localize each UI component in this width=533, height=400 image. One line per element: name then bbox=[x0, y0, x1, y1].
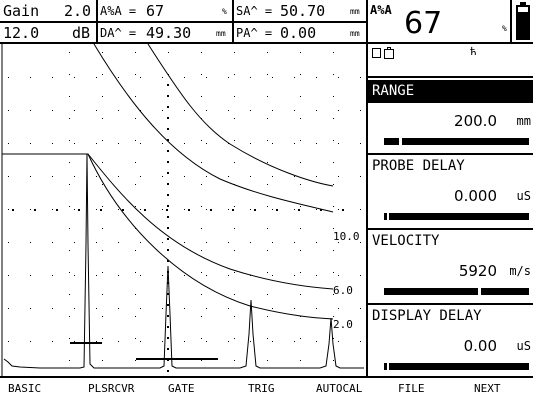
curve-label-10: 10.0 bbox=[333, 230, 360, 243]
memory-icon bbox=[384, 49, 394, 59]
param-range[interactable]: RANGE 200.0 mm bbox=[368, 80, 533, 155]
function-menu: BASIC PLSRCVR GATE TRIG AUTOCAL FILE NEX… bbox=[0, 376, 533, 400]
param-probe-delay-value[interactable]: 0.000 bbox=[454, 187, 497, 205]
param-range-value[interactable]: 200.0 bbox=[454, 112, 497, 130]
menu-basic[interactable]: BASIC bbox=[8, 382, 42, 395]
dac-curve-lower bbox=[87, 153, 334, 320]
depth-value: 49.30 bbox=[146, 24, 192, 42]
gain-value[interactable]: 2.0 bbox=[64, 2, 92, 20]
param-probe-delay-title: PROBE DELAY bbox=[372, 158, 465, 174]
projection-label: PA^ = bbox=[236, 26, 273, 40]
param-range-unit: mm bbox=[516, 114, 531, 128]
dac-curve-middle bbox=[2, 153, 334, 290]
big-readout-label: A%A bbox=[370, 3, 392, 17]
big-readout-value: 67 bbox=[404, 6, 443, 41]
param-display-delay-slider[interactable] bbox=[384, 363, 529, 370]
dac-curve-upper bbox=[93, 43, 334, 213]
param-display-delay-slider-thumb bbox=[387, 363, 389, 370]
gain-unit: dB bbox=[72, 24, 91, 42]
a-percent-value: 67 bbox=[146, 2, 165, 20]
param-display-delay[interactable]: DISPLAY DELAY 0.00 uS bbox=[368, 305, 533, 376]
param-probe-delay-slider[interactable] bbox=[384, 213, 529, 220]
param-range-slider-thumb bbox=[399, 138, 402, 145]
parameter-panel: ћ RANGE 200.0 mm PROBE DELAY 0.000 uS VELOCITY… bbox=[366, 44, 533, 376]
battery-icon bbox=[516, 2, 530, 40]
projection-unit: mm bbox=[350, 29, 360, 38]
menu-file[interactable]: FILE bbox=[398, 382, 425, 395]
param-display-delay-title: DISPLAY DELAY bbox=[372, 308, 482, 324]
param-velocity[interactable]: VELOCITY 5920 m/s bbox=[368, 230, 533, 305]
param-range-title: RANGE bbox=[368, 80, 533, 103]
measurement-header: Gain 2.0 12.0 dB A%A = 67 % SA^ = 50.70 … bbox=[0, 0, 533, 44]
depth-label: DA^ = bbox=[100, 26, 137, 40]
a-percent-unit: % bbox=[222, 7, 227, 16]
param-display-delay-value[interactable]: 0.00 bbox=[463, 337, 497, 355]
param-velocity-title: VELOCITY bbox=[372, 233, 440, 249]
graticule-grid bbox=[8, 52, 361, 372]
curve-label-2: 2.0 bbox=[333, 318, 353, 331]
projection-value: 0.00 bbox=[280, 24, 317, 42]
sound-path-value: 50.70 bbox=[280, 2, 326, 20]
big-readout-unit: % bbox=[502, 24, 507, 33]
gain-label: Gain bbox=[3, 2, 40, 20]
dac-curve-top bbox=[147, 43, 334, 187]
param-range-slider[interactable] bbox=[384, 138, 529, 145]
param-velocity-slider-thumb bbox=[478, 288, 481, 295]
probe-icon: ћ bbox=[470, 45, 477, 58]
sound-path-label: SA^ = bbox=[236, 4, 273, 18]
menu-trig[interactable]: TRIG bbox=[248, 382, 275, 395]
a-scan-display: 10.0 6.0 2.0 bbox=[0, 43, 366, 376]
param-velocity-slider[interactable] bbox=[384, 288, 529, 295]
gain-step[interactable]: 12.0 bbox=[3, 24, 40, 42]
depth-unit: mm bbox=[216, 29, 226, 38]
param-velocity-unit: m/s bbox=[509, 264, 531, 278]
param-probe-delay-unit: uS bbox=[516, 189, 531, 203]
a-percent-label: A%A = bbox=[100, 4, 137, 18]
a-scan-plot: 10.0 6.0 2.0 bbox=[1, 43, 364, 376]
freeze-icon bbox=[372, 49, 381, 58]
sound-path-unit: mm bbox=[350, 7, 360, 16]
param-velocity-value[interactable]: 5920 bbox=[458, 262, 497, 280]
status-row: ћ bbox=[368, 44, 533, 78]
param-probe-delay[interactable]: PROBE DELAY 0.000 uS bbox=[368, 155, 533, 230]
param-probe-delay-slider-thumb bbox=[387, 213, 389, 220]
a-scan-trace bbox=[3, 153, 364, 369]
curve-label-6: 6.0 bbox=[333, 284, 353, 297]
param-display-delay-unit: uS bbox=[516, 339, 531, 353]
menu-gate[interactable]: GATE bbox=[168, 382, 195, 395]
menu-autocal[interactable]: AUTOCAL bbox=[316, 382, 363, 395]
menu-next[interactable]: NEXT bbox=[474, 382, 501, 395]
menu-plsrcvr[interactable]: PLSRCVR bbox=[88, 382, 135, 395]
